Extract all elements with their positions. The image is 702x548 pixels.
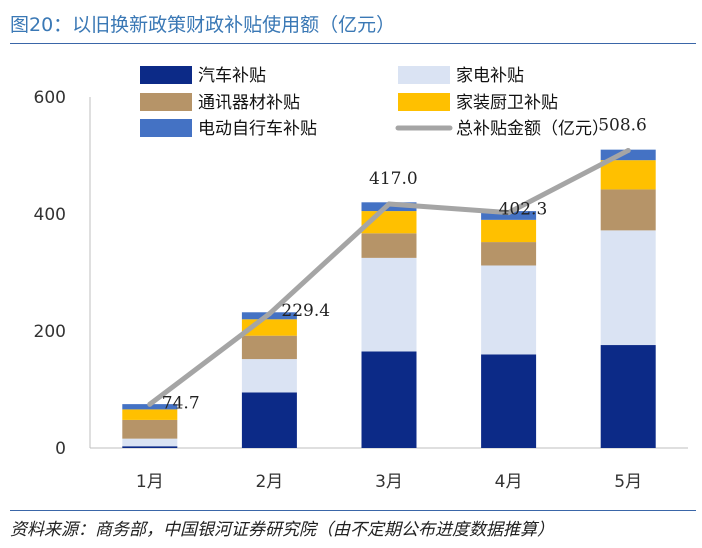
bottom-divider: [10, 510, 696, 511]
bar-segment-5: [481, 211, 537, 220]
x-tick-label: 3月: [375, 472, 403, 492]
legend-label: 总补贴金额（亿元）: [456, 119, 609, 139]
bar-segment-3: [361, 233, 417, 258]
bar-segment-2: [122, 438, 178, 447]
bar-segment-1: [600, 345, 656, 448]
bar-segment-1: [122, 446, 178, 448]
bar-segment-5: [600, 149, 656, 161]
y-tick-label: 0: [55, 439, 66, 459]
bar-segment-3: [241, 335, 297, 360]
total-line-point: [386, 201, 392, 207]
legend-label: 通讯器材补贴: [198, 93, 300, 113]
legend-swatch: [398, 93, 450, 111]
top-divider: [10, 43, 696, 44]
legend-label: 电动自行车补贴: [198, 119, 317, 139]
y-tick-label: 200: [34, 322, 66, 342]
chart-title: 图20：以旧换新政策财政补贴使用额（亿元）: [10, 14, 396, 36]
legend-swatch: [140, 119, 192, 137]
legend-swatch: [140, 93, 192, 111]
source-note: 资料来源：商务部，中国银河证券研究院（由不定期公布进度数据推算）: [10, 520, 554, 540]
legend-label: 汽车补贴: [198, 66, 266, 86]
bar-segment-4: [600, 160, 656, 190]
y-tick-label: 600: [34, 88, 66, 108]
bar-segment-1: [241, 392, 297, 448]
bar-segment-3: [481, 242, 537, 266]
total-line-point: [147, 401, 153, 407]
total-line-point: [625, 147, 631, 153]
total-line-point: [266, 311, 272, 317]
total-data-label: 74.7: [162, 393, 200, 413]
bar-segment-3: [122, 419, 178, 439]
legend-swatch: [140, 66, 192, 84]
bar-segment-2: [241, 359, 297, 393]
x-tick-label: 4月: [495, 472, 523, 492]
bar-segment-2: [600, 230, 656, 346]
total-data-label: 402.3: [499, 200, 548, 220]
bar-segment-4: [481, 219, 537, 243]
x-tick-label: 2月: [255, 472, 283, 492]
total-data-label: 508.6: [598, 115, 647, 135]
y-tick-label: 400: [34, 205, 66, 225]
bar-segment-2: [361, 257, 417, 352]
bar-segment-2: [481, 265, 537, 355]
total-line-point: [506, 210, 512, 216]
x-tick-label: 1月: [136, 472, 164, 492]
total-data-label: 417.0: [369, 169, 418, 189]
x-tick-label: 5月: [614, 472, 642, 492]
bar-segment-3: [600, 189, 656, 231]
legend-label: 家装厨卫补贴: [456, 93, 558, 113]
legend-label: 家电补贴: [456, 66, 524, 86]
bar-segment-4: [122, 409, 178, 420]
total-data-label: 229.4: [281, 301, 330, 321]
legend-swatch: [398, 66, 450, 84]
bar-segment-1: [481, 354, 537, 448]
bar-segment-1: [361, 351, 417, 448]
